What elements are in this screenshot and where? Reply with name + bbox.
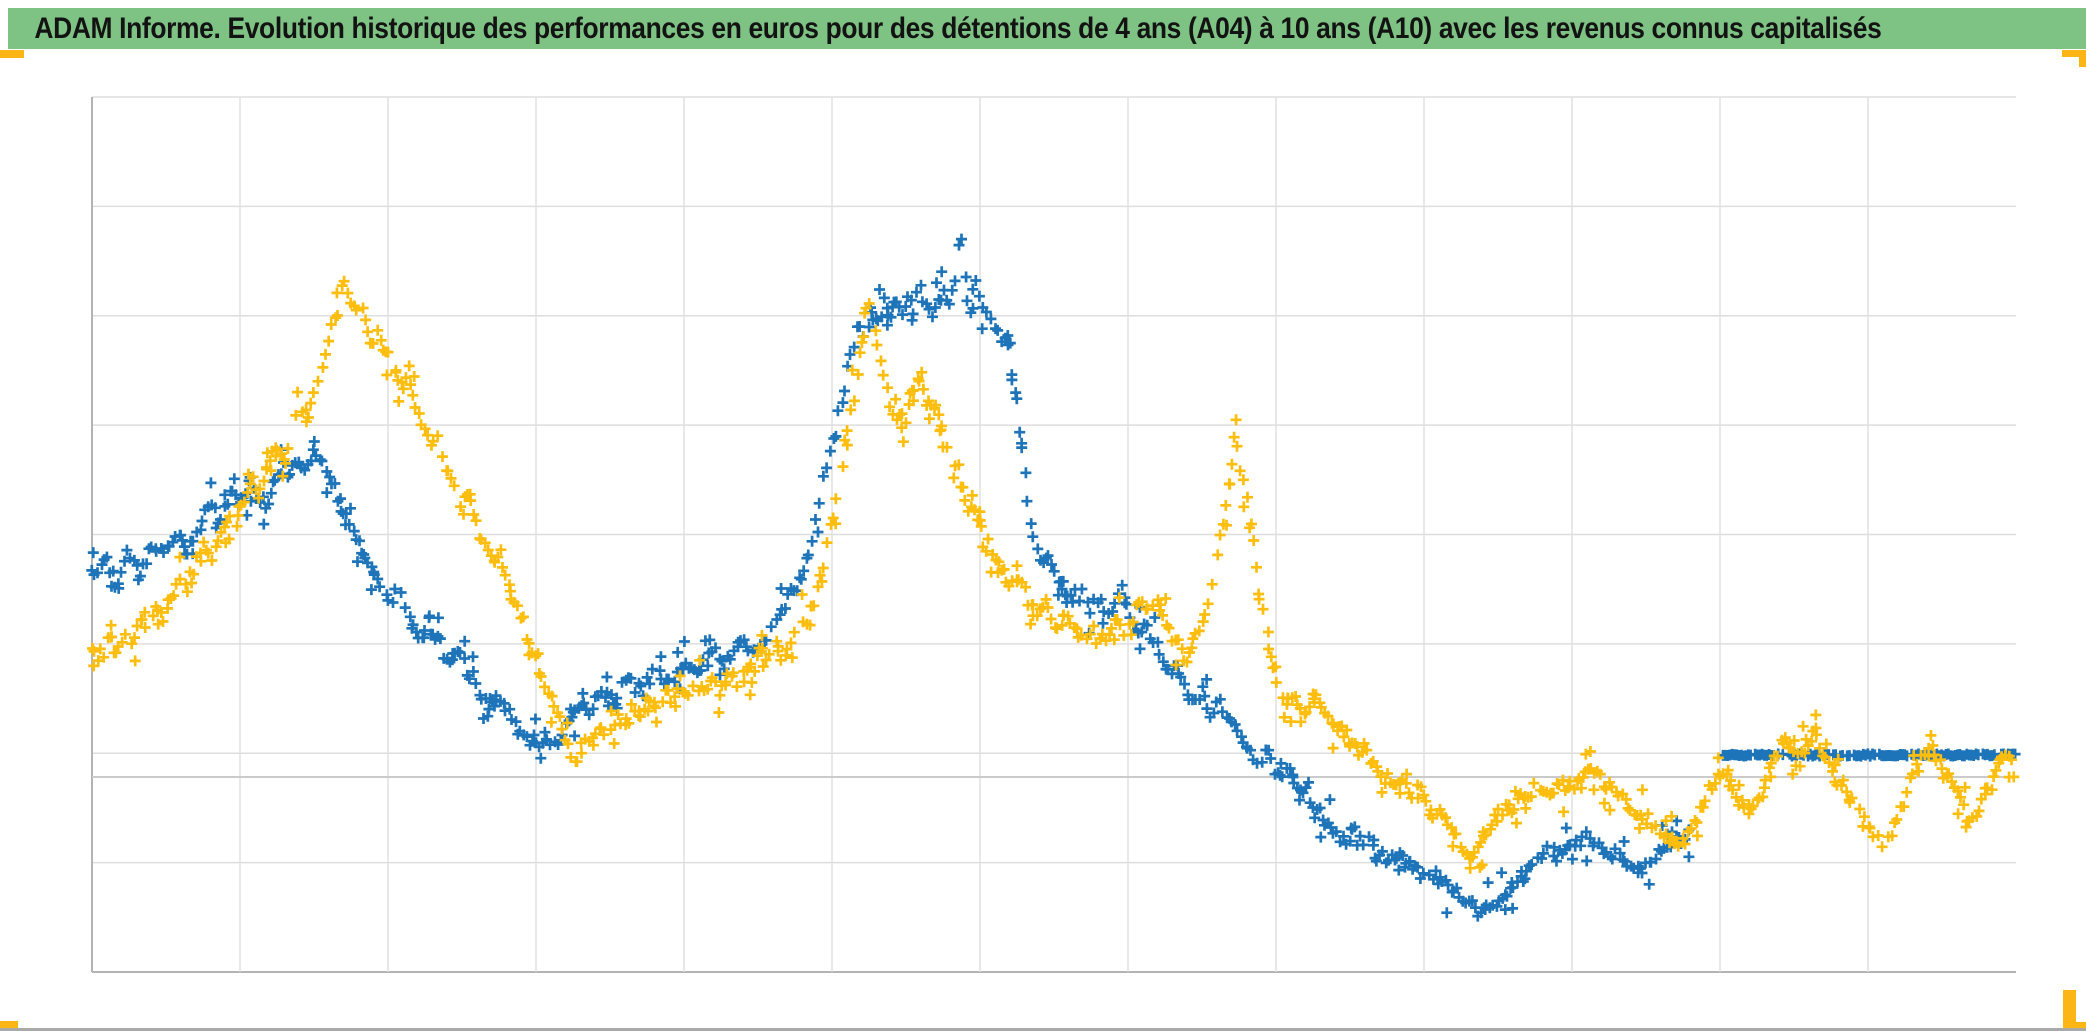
bottom-rule [0, 1028, 2086, 1031]
title-banner: ADAM Informe. Evolution historique des p… [8, 8, 2086, 49]
corner-accent-top-right-v [2079, 50, 2086, 67]
corner-accent-top-right-h [2062, 50, 2086, 57]
series-gold-markers [87, 275, 2020, 874]
corner-accent-top-left [0, 50, 24, 58]
chart-plot-area [86, 96, 2021, 973]
page-title: ADAM Informe. Evolution historique des p… [34, 11, 1882, 45]
series-blue-markers [86, 233, 2021, 922]
corner-accent-bottom-right-v [2063, 990, 2076, 1028]
performance-scatter-chart[interactable] [0, 60, 2086, 1020]
corner-accent-bottom-right-h [2063, 1022, 2086, 1028]
corner-accent-bottom-left [0, 1021, 18, 1029]
